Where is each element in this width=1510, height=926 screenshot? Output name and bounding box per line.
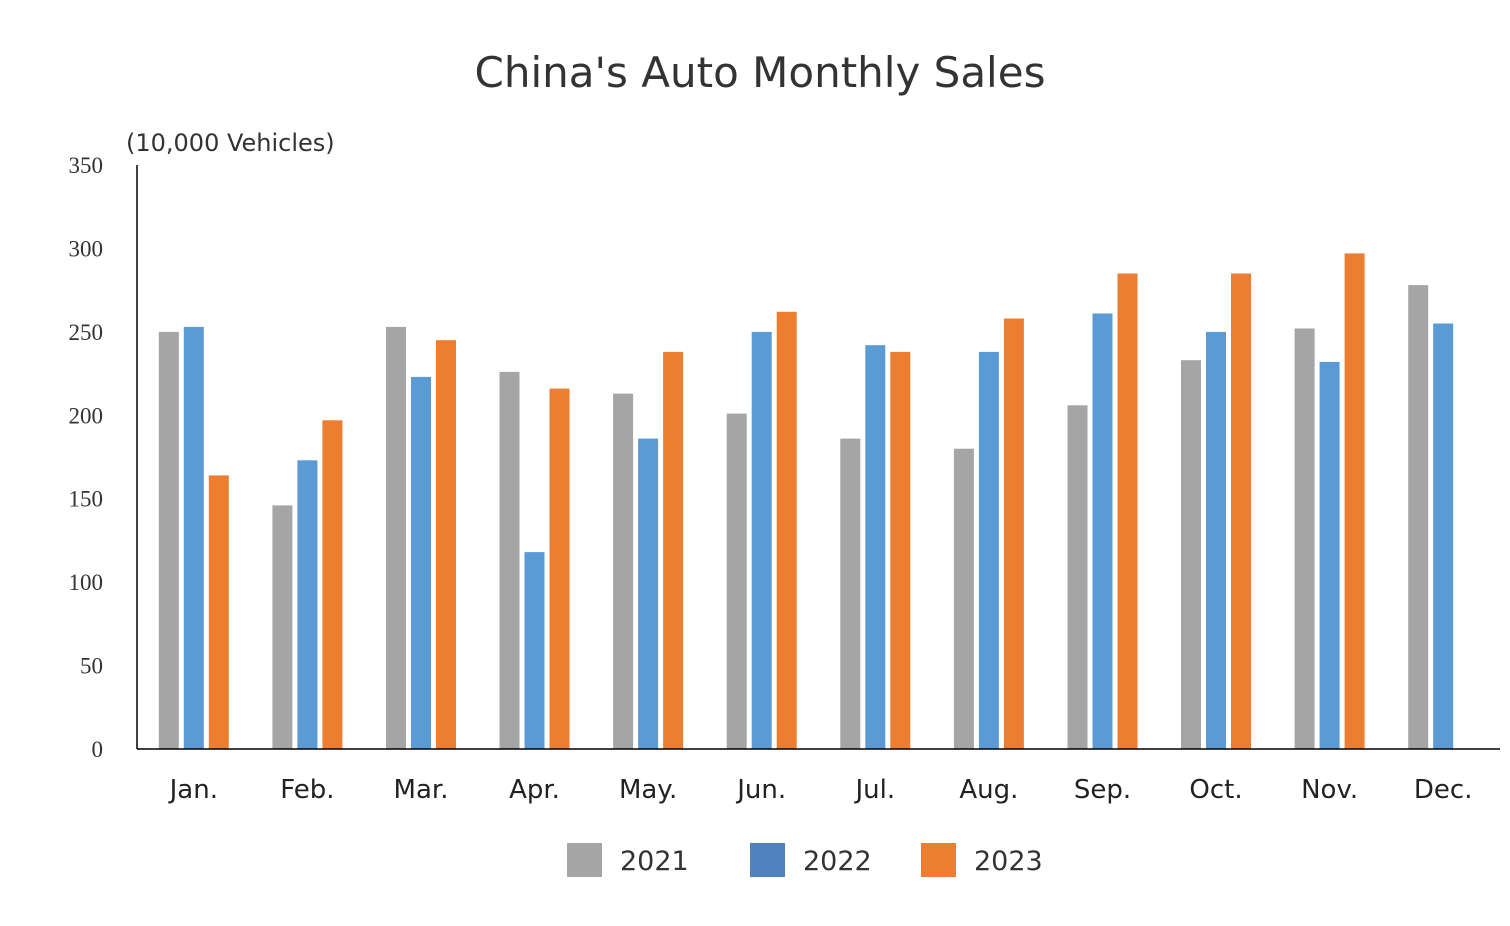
bar-2021-oct [1181,360,1201,749]
x-tick-label: Jun. [735,775,786,805]
bar-2021-aug [953,448,974,749]
x-tick-label: Jul. [853,775,895,805]
bar-2023-nov [1344,253,1365,749]
y-tick-label: 0 [92,737,104,762]
bar-2023-mar [436,340,456,749]
bar-2022-mar [411,376,431,749]
legend-label-2023: 2023 [974,846,1043,877]
bar-2023-may [663,351,684,749]
bar-2023-oct [1231,273,1251,749]
bar-2022-sep [1092,313,1113,749]
bar-2023-jun [776,311,797,749]
bar-2021-sep [1067,405,1088,749]
bar-2022-feb [297,460,318,749]
bar-2021-jun [726,413,747,749]
y-tick-label: 100 [69,570,104,595]
y-axis-unit-label: (10,000 Vehicles) [126,129,335,157]
bar-2022-dec [1433,323,1454,749]
bar-2022-jul [865,345,886,749]
bar-2022-jun [751,331,772,749]
bar-2023-aug [1003,318,1024,749]
y-tick-label: 300 [69,236,104,261]
legend: 2021 2022 2023 [567,843,1043,877]
bar-2023-jul [890,351,911,749]
bar-2021-feb [272,505,293,749]
y-tick-label: 150 [69,487,104,512]
legend-swatch-2022 [750,843,785,877]
x-tick-labels: Jan. Feb. Mar. Apr. May. Jun. Jul. Aug. Sep. Oct.… [168,775,1473,805]
y-tick-labels: 0 50 100 150 200 250 300 350 [69,153,104,762]
bar-2021-nov [1294,328,1315,749]
bar-2023-apr [549,388,570,749]
y-tick-label: 350 [69,153,104,178]
x-tick-label: Jan. [168,775,218,805]
bar-2022-may [638,438,659,749]
bar-2022-apr [524,552,545,749]
bar-2021-may [613,393,634,749]
x-tick-label: Mar. [394,775,449,805]
y-tick-label: 50 [80,654,103,679]
x-tick-label: Feb. [280,775,334,805]
bar-2023-feb [322,420,343,749]
legend-swatch-2021 [567,843,602,877]
bar-2021-jul [840,438,861,749]
bar-2021-dec [1408,285,1429,749]
y-tick-label: 200 [69,403,104,428]
legend-swatch-2023 [921,843,956,877]
legend-label-2021: 2021 [620,846,689,877]
bar-2022-aug [978,351,999,749]
chart-title: China's Auto Monthly Sales [475,48,1046,97]
bar-2023-sep [1117,273,1138,749]
bars [158,253,1454,749]
x-tick-label: May. [619,775,677,805]
axes [136,165,1500,750]
x-tick-label: Sep. [1074,775,1131,805]
x-tick-label: Dec. [1414,775,1473,805]
bar-2023-jan [208,475,229,749]
bar-2021-mar [386,326,406,749]
x-tick-label: Aug. [959,775,1018,805]
bar-2022-jan [183,326,204,749]
x-tick-label: Apr. [509,775,560,805]
x-tick-label: Nov. [1301,775,1358,805]
bar-2022-nov [1319,361,1340,749]
bar-2021-apr [499,371,520,749]
legend-label-2022: 2022 [803,846,872,877]
bar-2022-oct [1206,331,1226,749]
x-tick-label: Oct. [1189,775,1242,805]
y-tick-label: 250 [69,320,104,345]
bar-2021-jan [158,331,179,749]
